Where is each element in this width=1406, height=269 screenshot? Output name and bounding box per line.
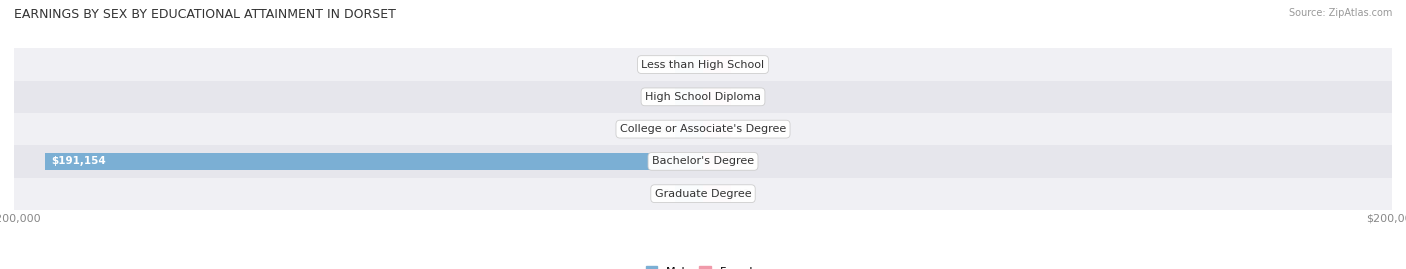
- Bar: [45, 153, 703, 170]
- Bar: [14, 113, 1392, 145]
- Text: $0: $0: [735, 59, 749, 70]
- Bar: [675, 185, 703, 202]
- Text: College or Associate's Degree: College or Associate's Degree: [620, 124, 786, 134]
- Text: High School Diploma: High School Diploma: [645, 92, 761, 102]
- Text: EARNINGS BY SEX BY EDUCATIONAL ATTAINMENT IN DORSET: EARNINGS BY SEX BY EDUCATIONAL ATTAINMEN…: [14, 8, 396, 21]
- Text: Graduate Degree: Graduate Degree: [655, 189, 751, 199]
- Bar: [14, 145, 1392, 178]
- Bar: [703, 153, 731, 170]
- Text: $0: $0: [657, 92, 671, 102]
- Bar: [675, 56, 703, 73]
- Bar: [14, 48, 1392, 81]
- Text: $0: $0: [657, 59, 671, 70]
- Bar: [14, 178, 1392, 210]
- Bar: [703, 185, 731, 202]
- Bar: [703, 89, 731, 105]
- Text: Less than High School: Less than High School: [641, 59, 765, 70]
- Bar: [14, 81, 1392, 113]
- Text: Bachelor's Degree: Bachelor's Degree: [652, 156, 754, 167]
- Bar: [675, 89, 703, 105]
- Bar: [703, 121, 731, 137]
- Text: $0: $0: [657, 124, 671, 134]
- Legend: Male, Female: Male, Female: [647, 267, 759, 269]
- Bar: [675, 121, 703, 137]
- Text: Source: ZipAtlas.com: Source: ZipAtlas.com: [1288, 8, 1392, 18]
- Text: $191,154: $191,154: [52, 156, 107, 167]
- Bar: [703, 56, 731, 73]
- Text: $0: $0: [735, 156, 749, 167]
- Text: $0: $0: [735, 124, 749, 134]
- Text: $0: $0: [735, 189, 749, 199]
- Text: $0: $0: [657, 189, 671, 199]
- Text: $0: $0: [735, 92, 749, 102]
